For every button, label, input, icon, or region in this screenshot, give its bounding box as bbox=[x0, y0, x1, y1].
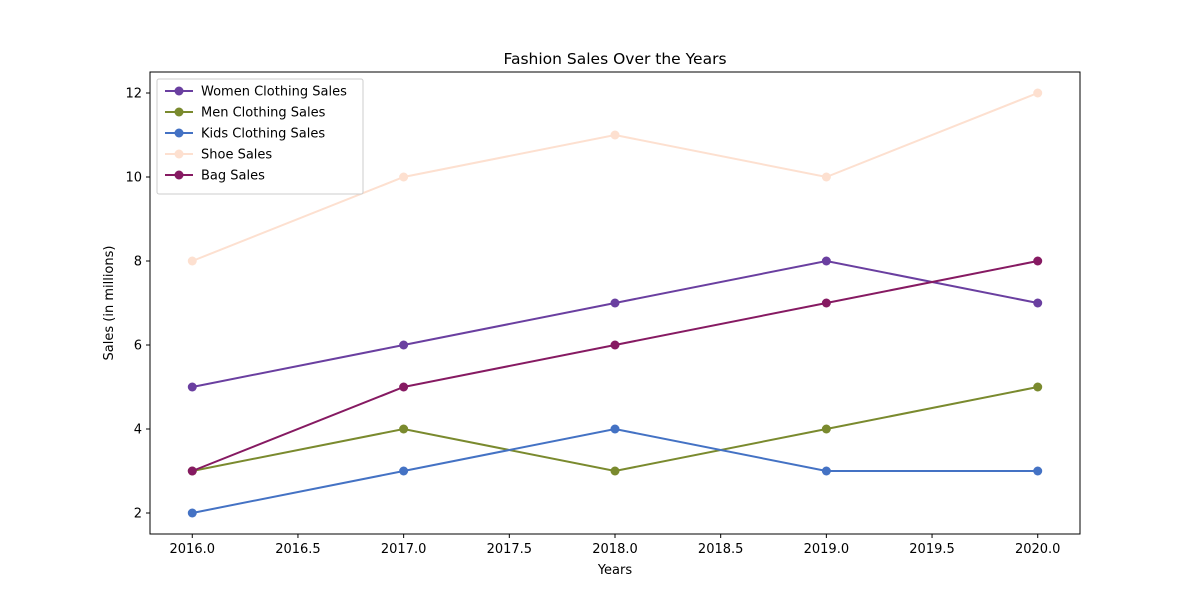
legend: Women Clothing Sales Men Clothing Sales Ki… bbox=[156, 78, 364, 195]
data-point bbox=[187, 508, 197, 518]
x-tick-label: 2019.5 bbox=[909, 542, 955, 557]
data-point bbox=[399, 382, 409, 392]
legend-label: Shoe Sales bbox=[201, 148, 272, 163]
x-axis-ticks: 2016.0 2016.5 2017.0 2017.5 2018.0 2018.5 2019… bbox=[170, 534, 1061, 557]
data-point bbox=[821, 424, 831, 434]
data-point bbox=[1033, 466, 1043, 476]
y-axis-ticks: 2 4 6 8 10 12 bbox=[125, 87, 150, 522]
legend-item: Men Clothing Sales bbox=[165, 106, 326, 121]
legend-swatch-marker bbox=[174, 128, 184, 138]
data-point bbox=[1033, 88, 1043, 98]
data-point bbox=[399, 424, 409, 434]
x-tick-label: 2016.0 bbox=[170, 542, 216, 557]
data-point bbox=[610, 466, 620, 476]
data-point bbox=[610, 130, 620, 140]
data-point bbox=[821, 172, 831, 182]
data-point bbox=[187, 466, 197, 476]
data-point bbox=[821, 466, 831, 476]
data-point bbox=[821, 298, 831, 308]
legend-swatch-marker bbox=[174, 170, 184, 180]
x-tick-label: 2020.0 bbox=[1015, 542, 1061, 557]
legend-frame bbox=[156, 78, 364, 195]
data-point bbox=[399, 172, 409, 182]
y-tick-label: 2 bbox=[134, 507, 142, 522]
series-2 bbox=[187, 424, 1043, 518]
legend-label: Kids Clothing Sales bbox=[201, 127, 325, 142]
chart-title: Fashion Sales Over the Years bbox=[503, 50, 726, 68]
x-tick-label: 2018.5 bbox=[698, 542, 744, 557]
series-4 bbox=[187, 256, 1043, 476]
legend-label: Women Clothing Sales bbox=[201, 85, 347, 100]
series-0 bbox=[187, 256, 1043, 392]
data-point bbox=[610, 298, 620, 308]
y-axis-label: Sales (in millions) bbox=[102, 246, 117, 361]
legend-item: Shoe Sales bbox=[165, 148, 272, 163]
data-point bbox=[1033, 382, 1043, 392]
x-tick-label: 2019.0 bbox=[804, 542, 850, 557]
legend-item: Kids Clothing Sales bbox=[165, 127, 325, 142]
y-tick-label: 6 bbox=[134, 339, 142, 354]
x-tick-label: 2016.5 bbox=[275, 542, 321, 557]
legend-swatch-marker bbox=[174, 86, 184, 96]
series-3 bbox=[187, 88, 1043, 266]
data-point bbox=[610, 340, 620, 350]
x-tick-label: 2017.0 bbox=[381, 542, 427, 557]
x-tick-label: 2018.0 bbox=[592, 542, 638, 557]
data-point bbox=[1033, 256, 1043, 266]
series-line bbox=[192, 259, 1038, 388]
data-point bbox=[1033, 298, 1043, 308]
y-tick-label: 4 bbox=[134, 423, 142, 438]
legend-swatch-marker bbox=[174, 107, 184, 117]
legend-swatch-marker bbox=[174, 149, 184, 159]
plot-area bbox=[187, 88, 1043, 518]
x-tick-label: 2017.5 bbox=[487, 542, 533, 557]
x-axis-label: Years bbox=[597, 563, 633, 578]
legend-item: Bag Sales bbox=[165, 169, 265, 184]
series-line bbox=[191, 260, 1038, 472]
data-point bbox=[821, 256, 831, 266]
y-tick-label: 10 bbox=[125, 171, 142, 186]
y-tick-label: 12 bbox=[125, 87, 142, 102]
legend-label: Men Clothing Sales bbox=[201, 106, 326, 121]
data-point bbox=[187, 256, 197, 266]
y-tick-label: 8 bbox=[134, 255, 142, 270]
data-point bbox=[399, 466, 409, 476]
legend-label: Bag Sales bbox=[201, 169, 265, 184]
data-point bbox=[610, 424, 620, 434]
data-point bbox=[399, 340, 409, 350]
data-point bbox=[187, 382, 197, 392]
legend-item: Women Clothing Sales bbox=[165, 85, 347, 100]
